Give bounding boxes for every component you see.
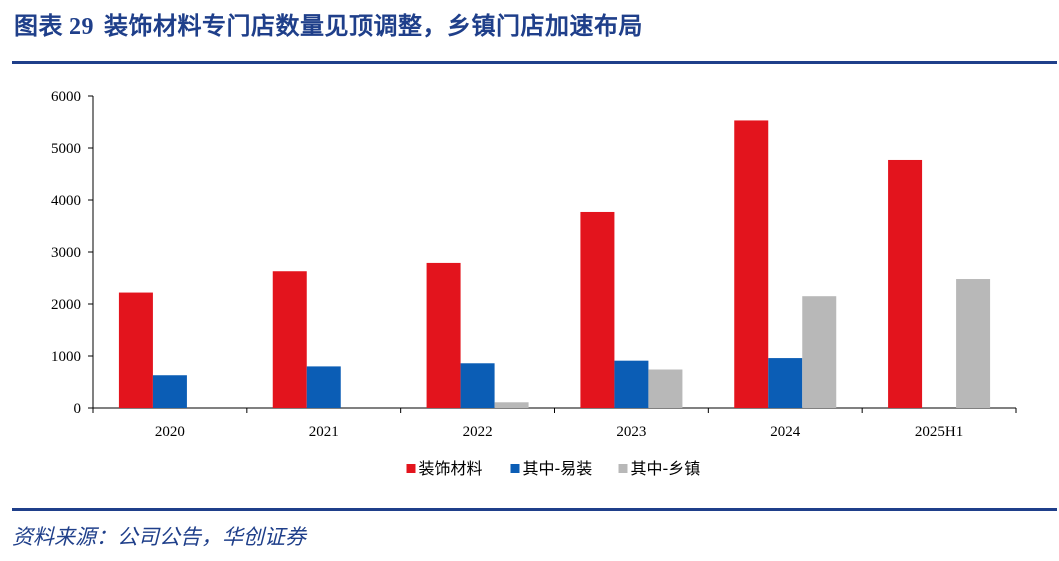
bar-其中-易装-2020 <box>152 375 187 408</box>
y-tick-label: 5000 <box>51 141 81 157</box>
y-axis: 0 1000 2000 3000 4000 5000 6000 <box>51 89 94 417</box>
legend-swatch <box>618 464 628 473</box>
x-tick-label: 2022 <box>463 424 493 440</box>
figure-number: 29 <box>69 14 94 40</box>
y-tick-label: 4000 <box>51 193 81 209</box>
bar-装饰材料-2024 <box>734 120 769 408</box>
figure-title: 图表 29 装饰材料专门店数量见顶调整，乡镇门店加速布局 <box>14 6 643 41</box>
bar-其中-易装-2023 <box>614 360 649 408</box>
legend: 装饰材料 其中-易装 其中-乡镇 <box>406 459 701 478</box>
y-tick-label: 6000 <box>51 89 81 105</box>
legend-swatch <box>510 464 520 473</box>
bar-其中-易装-2024 <box>768 358 803 408</box>
bar-其中-乡镇-2025H1 <box>956 279 991 408</box>
bar-装饰材料-2020 <box>118 292 153 408</box>
bar-其中-易装-2022 <box>460 363 495 408</box>
x-axis: 2020 2021 2022 2023 2024 2025H1 <box>92 407 1017 440</box>
legend-label: 其中-乡镇 <box>631 459 701 478</box>
x-tick-label: 2021 <box>309 424 339 440</box>
source-note: 资料来源：公司公告，华创证券 <box>12 525 306 549</box>
x-tick-label: 2024 <box>770 424 801 440</box>
bar-装饰材料-2021 <box>272 271 307 408</box>
bar-其中-乡镇-2023 <box>648 369 683 408</box>
bars <box>118 120 991 408</box>
bar-装饰材料-2025H1 <box>888 159 923 408</box>
x-tick-label: 2023 <box>616 424 646 440</box>
y-tick-label: 2000 <box>51 297 81 313</box>
top-divider <box>12 61 1057 64</box>
bar-装饰材料-2023 <box>580 211 615 408</box>
figure-label: 图表 <box>14 12 63 40</box>
x-tick-label: 2020 <box>155 424 185 440</box>
y-tick-label: 1000 <box>51 349 81 365</box>
figure-title-text: 装饰材料专门店数量见顶调整，乡镇门店加速布局 <box>104 12 643 40</box>
legend-label: 其中-易装 <box>523 459 593 478</box>
bar-其中-乡镇-2024 <box>802 296 837 408</box>
legend-label: 装饰材料 <box>419 459 483 478</box>
bar-其中-易装-2021 <box>306 366 341 408</box>
x-tick-label: 2025H1 <box>915 424 963 440</box>
y-tick-label: 0 <box>74 401 82 417</box>
y-tick-label: 3000 <box>51 245 81 261</box>
bottom-divider <box>12 508 1057 511</box>
legend-swatch <box>406 464 416 473</box>
bar-装饰材料-2022 <box>426 262 461 408</box>
bar-其中-乡镇-2022 <box>494 402 529 408</box>
